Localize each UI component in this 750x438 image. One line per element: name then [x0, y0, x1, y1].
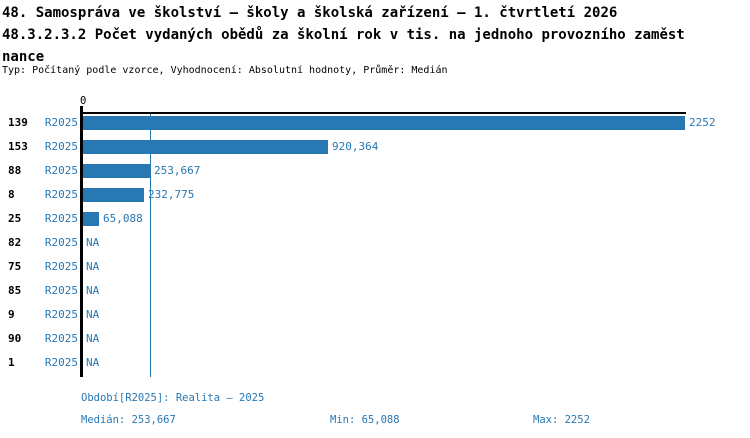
row-category-label: 82 — [8, 236, 22, 249]
bar-value-label: 920,364 — [332, 140, 379, 153]
footer-median-stat: Medián: 253,667 — [81, 414, 176, 426]
row-period-label: R2025 — [44, 116, 78, 129]
row-category-label: 90 — [8, 332, 22, 345]
row-period-label: R2025 — [44, 188, 78, 201]
bar — [82, 116, 685, 130]
row-period-label: R2025 — [44, 236, 78, 249]
x-axis-line — [80, 112, 686, 114]
bar-value-label: 2252 — [689, 116, 716, 129]
row-category-label: 75 — [8, 260, 22, 273]
bar-value-label: NA — [86, 356, 100, 369]
row-period-label: R2025 — [44, 212, 78, 225]
bar — [82, 164, 150, 178]
report-title-line1: 48. Samospráva ve školství – školy a ško… — [2, 5, 618, 21]
footer-max-stat: Max: 2252 — [533, 414, 590, 426]
row-period-label: R2025 — [44, 260, 78, 273]
row-period-label: R2025 — [44, 308, 78, 321]
median-line — [150, 114, 151, 377]
bar — [82, 140, 328, 154]
report-title-line2: 48.3.2.3.2 Počet vydaných obědů za školn… — [2, 27, 685, 43]
row-period-label: R2025 — [44, 284, 78, 297]
report-meta-line: Typ: Počítaný podle vzorce, Vyhodnocení:… — [2, 65, 448, 76]
y-axis-line — [80, 106, 83, 377]
bar-value-label: NA — [86, 284, 100, 297]
bar-value-label: NA — [86, 332, 100, 345]
row-category-label: 153 — [8, 140, 28, 153]
row-category-label: 88 — [8, 164, 22, 177]
footer-period-label: Období[R2025]: Realita – 2025 — [81, 392, 265, 404]
row-category-label: 139 — [8, 116, 28, 129]
bar-value-label: 253,667 — [154, 164, 201, 177]
row-period-label: R2025 — [44, 164, 78, 177]
bar — [82, 212, 99, 226]
row-period-label: R2025 — [44, 356, 78, 369]
row-period-label: R2025 — [44, 332, 78, 345]
row-category-label: 1 — [8, 356, 15, 369]
row-category-label: 9 — [8, 308, 15, 321]
bar-value-label: 232,775 — [148, 188, 195, 201]
bar-value-label: 65,088 — [103, 212, 143, 225]
row-category-label: 85 — [8, 284, 22, 297]
footer-min-stat: Min: 65,088 — [330, 414, 400, 426]
bar-value-label: NA — [86, 260, 100, 273]
bar-value-label: NA — [86, 236, 100, 249]
bar — [82, 188, 144, 202]
x-axis-zero-label: 0 — [80, 95, 87, 107]
row-category-label: 8 — [8, 188, 15, 201]
bar-value-label: NA — [86, 308, 100, 321]
report-title-line3: nance — [2, 49, 45, 65]
row-category-label: 25 — [8, 212, 22, 225]
row-period-label: R2025 — [44, 140, 78, 153]
